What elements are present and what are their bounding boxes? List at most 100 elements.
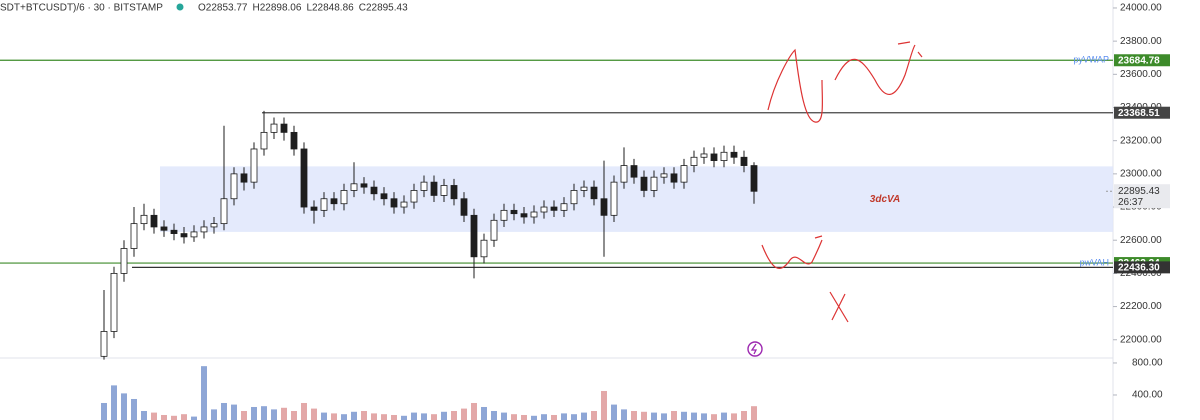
volume-bar <box>371 413 377 420</box>
volume-bar <box>131 398 137 420</box>
level-price-box <box>1114 54 1170 67</box>
y-tick-label: 23600.00 <box>1120 69 1162 80</box>
volume-bar <box>271 409 277 420</box>
volume-bar <box>481 406 487 420</box>
candle-body <box>380 193 388 200</box>
candle-body <box>530 211 538 218</box>
candle-body <box>270 123 278 133</box>
vol-tick-label: 400.00 <box>1132 390 1163 401</box>
volume-bar <box>251 406 257 420</box>
event-icon[interactable] <box>747 341 763 357</box>
candle-body <box>350 183 358 191</box>
volume-bar <box>281 407 287 420</box>
volume-bar <box>461 408 467 420</box>
candle-body <box>370 186 378 195</box>
candle-body <box>420 181 428 191</box>
y-tick-label: 22000.00 <box>1120 334 1162 345</box>
volume-bar <box>441 411 447 420</box>
volume-bar <box>621 409 627 420</box>
candle-body <box>230 173 238 200</box>
volume-bar <box>121 393 127 420</box>
level-price-box <box>1114 261 1170 274</box>
candle-body <box>450 185 458 200</box>
candle-body <box>460 198 468 216</box>
candle-body <box>690 156 698 166</box>
volume-bar <box>301 402 307 420</box>
volume-bar <box>701 413 707 420</box>
volume-bar <box>731 413 737 420</box>
last-price-box <box>1114 184 1170 209</box>
volume-bar <box>581 412 587 420</box>
volume-bar <box>521 414 527 420</box>
candle-body <box>570 190 578 205</box>
y-tick-label: 23800.00 <box>1120 36 1162 47</box>
volume-bar <box>321 412 327 420</box>
event-icon-bolt <box>750 343 758 355</box>
volume-bar <box>661 413 667 420</box>
candle-body <box>310 206 318 211</box>
drawing <box>897 41 923 58</box>
volume-bar <box>681 411 687 420</box>
volume-bar <box>311 408 317 420</box>
candle-body <box>670 173 678 183</box>
ohlc-high: H22898.06 <box>253 3 302 14</box>
volume-bar <box>571 414 577 420</box>
volume-bar <box>191 416 197 420</box>
candle-body <box>240 173 248 183</box>
volume-bar <box>391 414 397 420</box>
drawing <box>834 44 916 95</box>
candle-body <box>340 190 348 205</box>
candle-body <box>480 239 488 258</box>
candle-body <box>490 219 498 241</box>
candle-body <box>360 183 368 188</box>
candle-body <box>580 186 588 191</box>
countdown: 26:37 <box>1118 197 1143 208</box>
level-price: 23684.78 <box>1118 55 1160 66</box>
volume-bar <box>471 402 477 420</box>
y-tick-label: 22400.00 <box>1120 268 1162 279</box>
candle-body <box>630 165 638 178</box>
drawing <box>761 239 823 270</box>
volume-bar <box>291 410 297 420</box>
candle-body <box>600 198 608 216</box>
volume-bar <box>111 385 117 420</box>
volume-bar <box>541 414 547 420</box>
candle-body <box>320 198 328 211</box>
candle-body <box>660 173 668 178</box>
candle-body <box>590 186 598 200</box>
volume-bar <box>531 415 537 420</box>
y-tick-label: 24000.00 <box>1120 3 1162 14</box>
drawing <box>814 235 823 239</box>
volume-bar <box>611 404 617 420</box>
volume-bar <box>711 414 717 420</box>
candle-body <box>400 201 408 208</box>
level-price: 23368.51 <box>1118 108 1160 119</box>
candle-body <box>120 248 128 274</box>
candle-body <box>140 214 148 225</box>
candle-body <box>440 185 448 196</box>
candle-body <box>180 233 188 238</box>
volume-bar <box>221 402 227 420</box>
candle-body <box>190 231 198 238</box>
candle-body <box>470 214 478 258</box>
candle-body <box>550 206 558 211</box>
volume-bar <box>601 390 607 420</box>
drawing <box>829 291 849 323</box>
volume-bar <box>361 410 367 420</box>
candle-body <box>260 131 268 150</box>
volume-bar <box>341 414 347 420</box>
volume-bar <box>201 366 207 420</box>
volume-bar <box>211 409 217 420</box>
drawings <box>761 41 923 323</box>
candle-body <box>300 148 308 208</box>
volume-bar <box>241 410 247 420</box>
candle-body <box>160 226 168 231</box>
symbol-title: SDT+BTCUSDT)/6 · 30 · BITSTAMP <box>0 3 163 14</box>
volume-bar <box>231 404 237 420</box>
volume-bar <box>181 414 187 420</box>
candle-body <box>200 226 208 233</box>
vol-tick-label: 800.00 <box>1132 358 1163 369</box>
candle-body <box>520 213 528 218</box>
level-name: pyVWAP <box>1073 55 1109 65</box>
